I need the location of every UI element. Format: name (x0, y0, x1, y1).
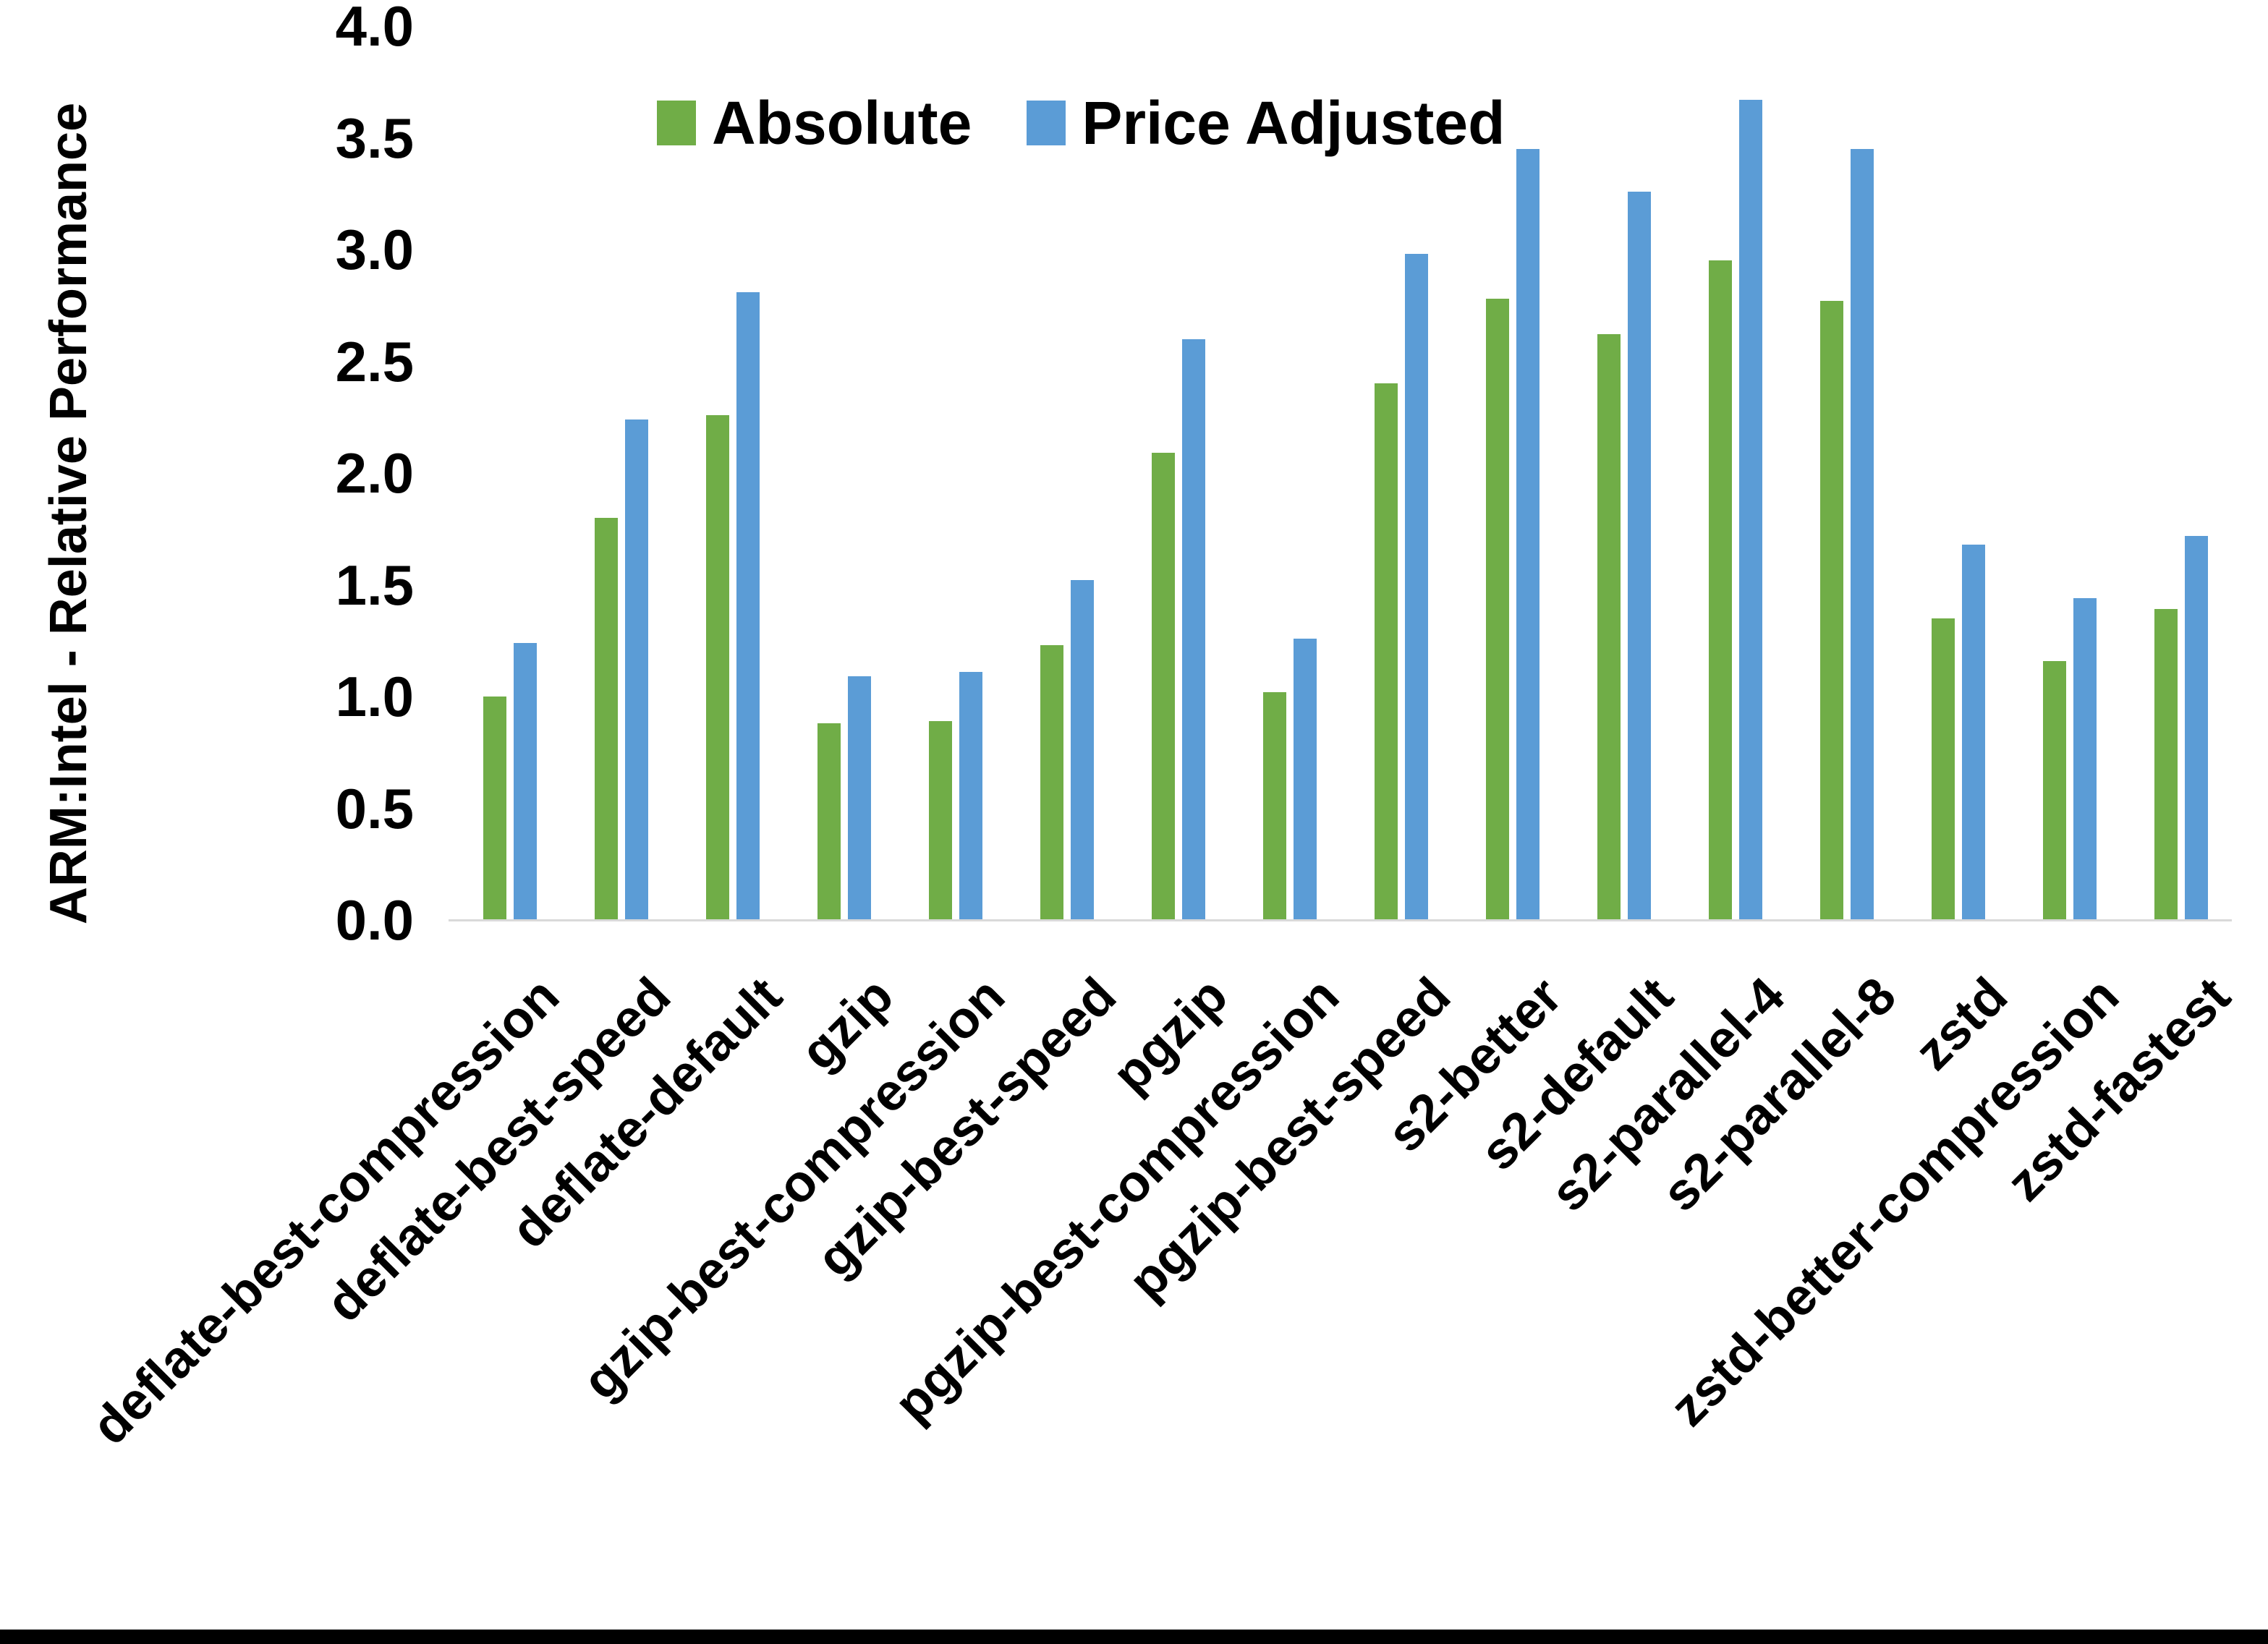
bar-absolute-deflate-best-compression (483, 697, 506, 920)
bar-price-adjusted-s2-parallel-8 (1851, 149, 1874, 920)
bar-absolute-gzip (817, 723, 841, 920)
y-axis-title: ARM:Intel - Relative Performance (40, 102, 98, 925)
y-tick-label: 4.0 (335, 0, 414, 58)
legend: Absolute Price Adjusted (657, 93, 1505, 153)
bar-price-adjusted-zstd-better-compression (2073, 598, 2097, 920)
bar-price-adjusted-s2-better (1516, 149, 1539, 920)
bottom-border-bar (0, 1630, 2268, 1644)
bar-absolute-s2-default (1597, 334, 1621, 920)
bar-price-adjusted-deflate-best-compression (514, 643, 537, 920)
legend-item-price-adjusted: Price Adjusted (1027, 93, 1505, 153)
bar-price-adjusted-deflate-best-speed (625, 419, 648, 920)
bar-price-adjusted-pgzip (1182, 339, 1205, 920)
bar-price-adjusted-gzip-best-speed (1071, 580, 1094, 920)
y-tick-label: 2.0 (335, 441, 414, 505)
y-tick-label: 0.0 (335, 888, 414, 952)
bar-absolute-deflate-default (706, 415, 729, 920)
bar-price-adjusted-pgzip-best-speed (1405, 254, 1428, 920)
legend-item-absolute: Absolute (657, 93, 972, 153)
legend-label-price-adjusted: Price Adjusted (1082, 89, 1505, 157)
bar-absolute-zstd-fastest (2154, 609, 2178, 920)
y-tick-label: 3.0 (335, 218, 414, 281)
y-tick-label: 3.5 (335, 106, 414, 170)
bar-absolute-s2-parallel-8 (1820, 301, 1843, 920)
legend-label-absolute: Absolute (712, 89, 972, 157)
legend-swatch-price-adjusted (1027, 101, 1066, 145)
bar-price-adjusted-s2-default (1628, 192, 1651, 920)
bar-price-adjusted-gzip (848, 676, 871, 920)
bar-absolute-gzip-best-compression (929, 721, 952, 920)
bar-absolute-deflate-best-speed (595, 518, 618, 920)
bar-absolute-gzip-best-speed (1040, 645, 1063, 920)
x-axis-line (449, 919, 2232, 921)
bar-price-adjusted-pgzip-best-compression (1294, 639, 1317, 920)
bar-price-adjusted-zstd (1962, 545, 1985, 920)
bar-absolute-pgzip-best-compression (1263, 692, 1286, 920)
bar-price-adjusted-gzip-best-compression (959, 672, 982, 920)
bar-price-adjusted-zstd-fastest (2185, 536, 2208, 920)
bar-absolute-pgzip (1152, 453, 1175, 920)
legend-swatch-absolute (657, 101, 696, 145)
y-tick-label: 2.5 (335, 329, 414, 393)
bar-price-adjusted-deflate-default (736, 292, 760, 920)
bar-price-adjusted-s2-parallel-4 (1739, 100, 1762, 920)
y-tick-label: 1.5 (335, 553, 414, 617)
bar-absolute-s2-parallel-4 (1709, 260, 1732, 920)
bar-absolute-pgzip-best-speed (1375, 383, 1398, 920)
bar-absolute-zstd (1932, 618, 1955, 920)
bar-absolute-s2-better (1486, 299, 1509, 920)
y-tick-label: 1.0 (335, 665, 414, 728)
y-tick-label: 0.5 (335, 776, 414, 840)
bar-absolute-zstd-better-compression (2043, 661, 2066, 920)
